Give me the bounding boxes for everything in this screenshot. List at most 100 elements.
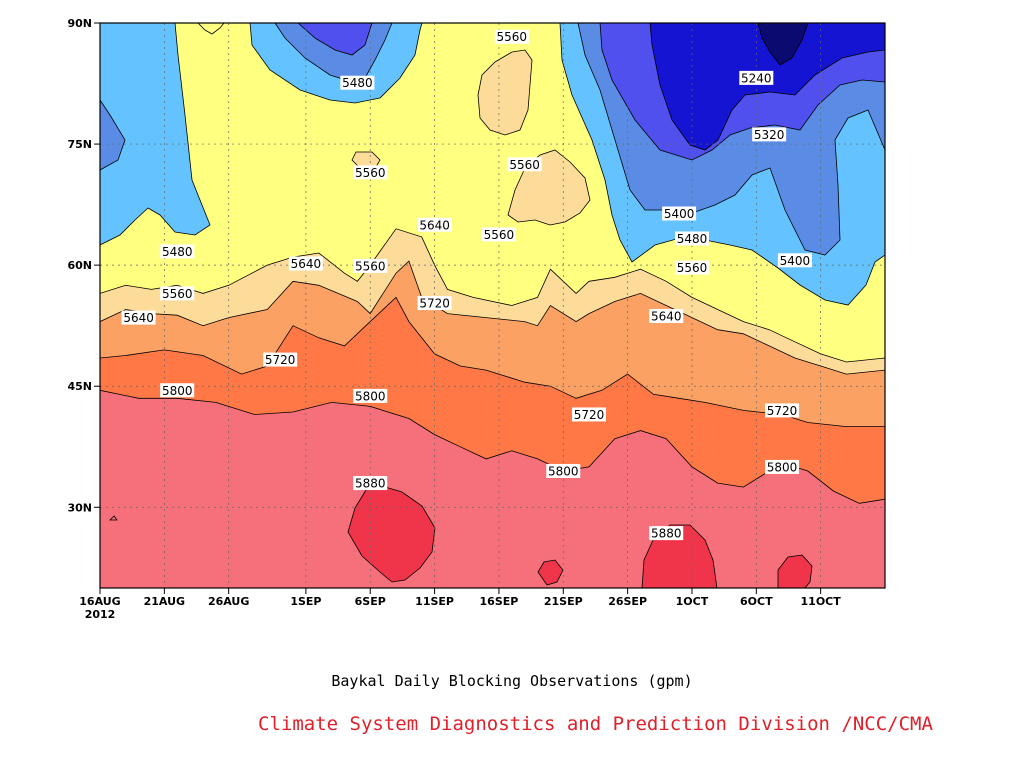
band-5400-5480-left [100, 23, 210, 245]
contour-label-background [160, 383, 195, 398]
contour-label-background [417, 217, 452, 232]
contour-label-background [649, 308, 684, 323]
contour-label-5480: 5480 [160, 244, 195, 259]
contour-label-text: 5560 [677, 261, 708, 275]
contour-label-text: 5400 [664, 207, 695, 221]
contour-fill-layer [100, 23, 885, 588]
x-tick-label: 21SEP [544, 595, 583, 608]
contour-label-5320: 5320 [752, 127, 787, 142]
band-5240-5320-top [298, 23, 372, 55]
contour-label-text: 5800 [162, 384, 193, 398]
contour-label-5400: 5400 [662, 206, 697, 221]
contour-label-5560: 5560 [507, 157, 542, 172]
x-tick-label: 26SEP [608, 595, 647, 608]
band-5160-5240-right [650, 23, 885, 150]
contour-label-background [121, 310, 156, 325]
band-5640-5720 [100, 261, 885, 427]
y-tick-label: 75N [67, 138, 92, 151]
y-tick-label: 90N [67, 17, 92, 30]
x-tick-label: 26AUG [208, 595, 249, 608]
contour-label-background [739, 70, 774, 85]
contour-label-background [662, 206, 697, 221]
y-tick-label: 60N [67, 259, 92, 272]
contour-label-background [546, 463, 581, 478]
core-above-5880-late [777, 554, 813, 588]
band-below-5160-right [758, 23, 808, 65]
contour-label-text: 5560 [484, 228, 515, 242]
contour-label-5560: 5560 [674, 260, 709, 275]
x-tick-label: 16AUG [79, 595, 120, 608]
contour-label-text: 5720 [767, 404, 798, 418]
plot-frame [99, 22, 886, 589]
contour-label-background [288, 256, 323, 271]
contour-label-5720: 5720 [417, 296, 452, 311]
contour-label-text: 5640 [123, 311, 154, 325]
x-tick-label: 16SEP [480, 595, 519, 608]
contour-label-background [353, 476, 388, 491]
contour-line-5720 [100, 296, 885, 427]
contour-label-5560: 5560 [353, 258, 388, 273]
x-tick-label: 11OCT [801, 595, 842, 608]
band-5720-5800 [100, 297, 885, 504]
contour-label-5480: 5480 [674, 231, 709, 246]
island-5560-5640-north [478, 50, 532, 135]
contour-label-background [340, 75, 375, 90]
contour-label-background [765, 459, 800, 474]
contour-label-text: 5800 [767, 460, 798, 474]
x-tick-label: 6SEP [355, 595, 386, 608]
contour-label-5800: 5800 [160, 383, 195, 398]
contour-label-5720: 5720 [263, 352, 298, 367]
contour-label-text: 5560 [162, 287, 193, 301]
contour-label-5560: 5560 [160, 286, 195, 301]
contour-label-5560: 5560 [353, 165, 388, 180]
island-5560-5640-mid [352, 152, 380, 168]
contour-label-background [353, 388, 388, 403]
contour-label-5800: 5800 [546, 463, 581, 478]
contour-label-5720: 5720 [572, 407, 607, 422]
contour-label-text: 5480 [677, 232, 708, 246]
contour-label-text: 5560 [497, 30, 528, 44]
contour-label-5640: 5640 [417, 217, 452, 232]
band-5320-5400-left [100, 100, 125, 170]
contour-label-background [494, 29, 529, 44]
contour-label-background [674, 231, 709, 246]
contour-label-background [263, 352, 298, 367]
contour-line-5640 [100, 260, 885, 375]
contour-label-background [481, 227, 516, 242]
contour-label-text: 5880 [355, 477, 386, 491]
island-5480-5560 [198, 23, 224, 34]
contour-label-5720: 5720 [765, 403, 800, 418]
x-tick-label: 1OCT [676, 595, 709, 608]
x-tick-label: 11SEP [415, 595, 454, 608]
contour-label-text: 5560 [355, 259, 386, 273]
contour-label-text: 5560 [509, 158, 540, 172]
contour-label-background [777, 253, 812, 268]
x-tick-label: 21AUG [144, 595, 185, 608]
y-tick-label: 45N [67, 380, 92, 393]
contour-label-text: 5560 [355, 166, 386, 180]
contour-label-text: 5720 [265, 353, 296, 367]
contour-label-text: 5640 [419, 218, 450, 232]
y-tick-label: 30N [67, 501, 92, 514]
contour-label-5560: 5560 [481, 227, 516, 242]
contour-label-background [752, 127, 787, 142]
contour-labels: 5800 5800 5800 5800 5880 5880 5720 5720 5720 5720… [121, 29, 812, 541]
contour-label-text: 5720 [574, 408, 605, 422]
x-tick-year-label: 2012 [85, 608, 116, 621]
contour-label-background [353, 165, 388, 180]
contour-label-5640: 5640 [649, 308, 684, 323]
contour-label-text: 5400 [780, 254, 811, 268]
contour-label-text: 5240 [741, 71, 772, 85]
contour-label-background [649, 526, 684, 541]
contour-label-5880: 5880 [649, 526, 684, 541]
contour-label-background [160, 244, 195, 259]
core-above-5880-oct [641, 524, 718, 588]
contour-label-text: 5800 [355, 389, 386, 403]
contour-label-text: 5800 [548, 464, 579, 478]
contour-label-text: 5320 [754, 128, 785, 142]
contour-label-5480: 5480 [340, 75, 375, 90]
contour-label-background [417, 296, 452, 311]
contour-label-5400: 5400 [777, 253, 812, 268]
